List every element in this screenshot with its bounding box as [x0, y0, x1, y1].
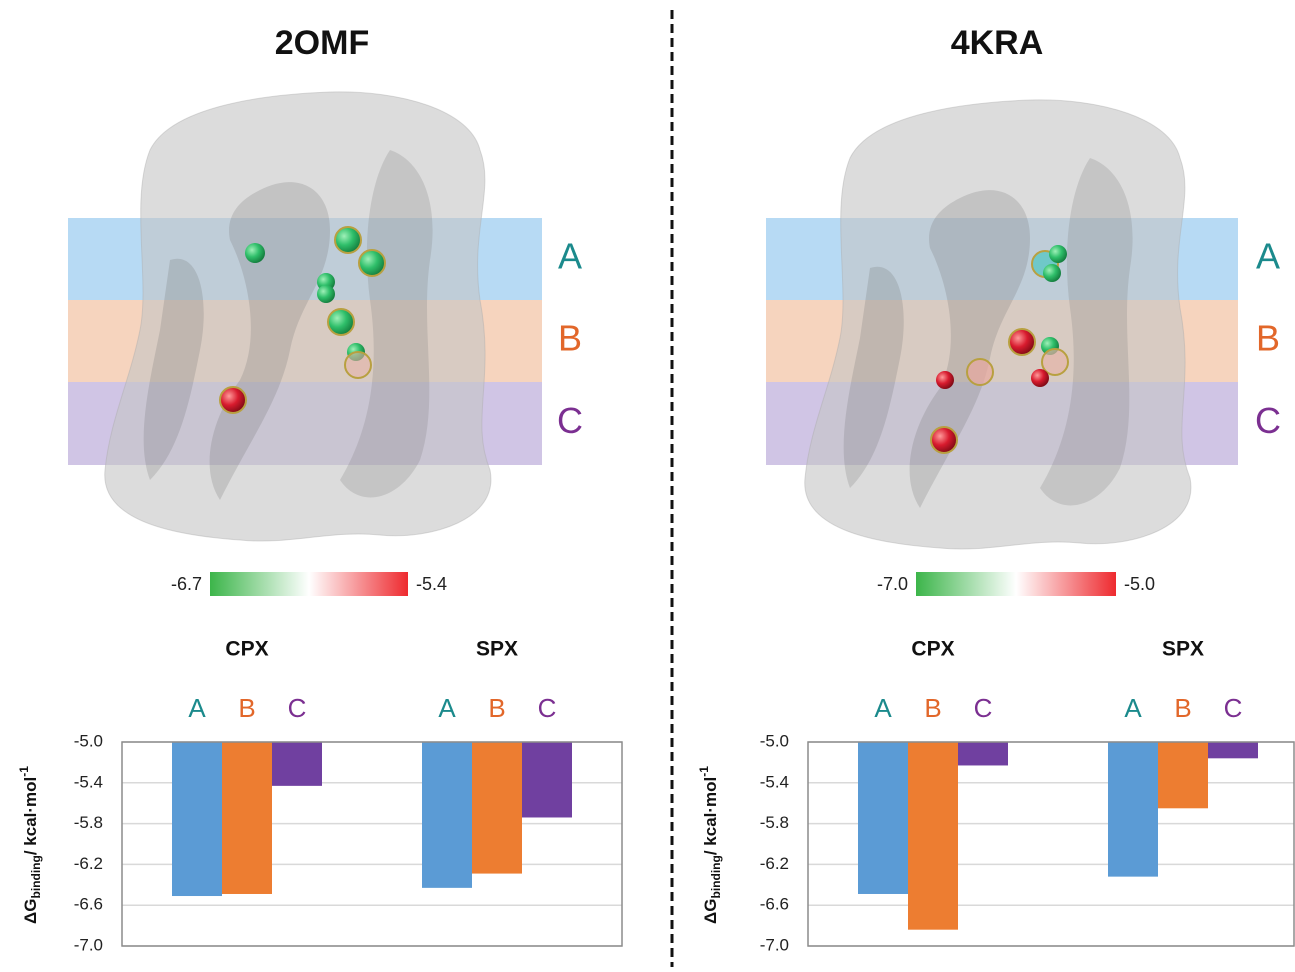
colorbar-min-label: -6.7 — [171, 574, 202, 594]
region-label: B — [558, 318, 582, 359]
y-label-sub: binding — [29, 855, 43, 898]
y-tick-label: -6.2 — [760, 854, 789, 873]
series-label: B — [238, 693, 255, 723]
bar — [422, 742, 472, 888]
y-tick-label: -7.0 — [74, 935, 103, 954]
bar — [172, 742, 222, 897]
series-label: C — [538, 693, 557, 723]
region-label: B — [1256, 318, 1280, 359]
y-tick-label: -5.8 — [74, 813, 103, 832]
y-label-sub: binding — [709, 855, 723, 898]
y-label-unit: / kcal·mol — [701, 777, 720, 855]
y-tick-label: -5.0 — [760, 731, 789, 750]
plot-border — [807, 741, 1295, 947]
series-label: B — [488, 693, 505, 723]
bar — [908, 742, 958, 930]
series-label: A — [188, 693, 206, 723]
region-label: C — [557, 400, 583, 441]
ligand-spheres — [219, 226, 1069, 454]
bar — [1158, 742, 1208, 809]
group-label: SPX — [1162, 638, 1204, 661]
colorbar — [916, 572, 1116, 596]
colorbar — [210, 572, 408, 596]
y-tick-label: -6.2 — [74, 854, 103, 873]
y-tick-label: -6.6 — [760, 895, 789, 914]
y-label-unit: / kcal·mol — [21, 777, 40, 855]
colorbar-max-label: -5.4 — [416, 574, 447, 594]
panel-title: 2OMF — [275, 24, 369, 62]
series-label: A — [1124, 693, 1142, 723]
bar — [472, 742, 522, 874]
series-label: A — [874, 693, 892, 723]
y-tick-label: -6.6 — [74, 895, 103, 914]
bar — [222, 742, 272, 894]
y-label-main: ΔG — [701, 898, 720, 923]
protein-surface — [104, 91, 492, 542]
protein-surface — [804, 99, 1192, 550]
series-label: B — [1174, 693, 1191, 723]
bar — [522, 742, 572, 818]
group-label: CPX — [225, 638, 268, 661]
group-label: SPX — [476, 638, 518, 661]
bar — [958, 742, 1008, 766]
region-label: A — [1256, 236, 1280, 277]
colorbar-max-label: -5.0 — [1124, 574, 1155, 594]
bar — [272, 742, 322, 786]
series-label: C — [1224, 693, 1243, 723]
series-label: B — [924, 693, 941, 723]
bar — [1208, 742, 1258, 759]
y-axis-label: ΔGbinding/ kcal·mol-1 — [17, 766, 43, 924]
plot-border — [121, 741, 623, 947]
y-label-main: ΔG — [21, 898, 40, 923]
series-label: C — [974, 693, 993, 723]
y-tick-label: -7.0 — [760, 935, 789, 954]
colorbar-min-label: -7.0 — [877, 574, 908, 594]
region-label: C — [1255, 400, 1281, 441]
bar — [858, 742, 908, 894]
y-label-sup: -1 — [17, 766, 31, 777]
series-label: A — [438, 693, 456, 723]
bar — [1108, 742, 1158, 877]
region-label: A — [558, 236, 582, 277]
panel-title: 4KRA — [951, 24, 1044, 62]
y-axis-label: ΔGbinding/ kcal·mol-1 — [697, 766, 723, 924]
y-tick-label: -5.8 — [760, 813, 789, 832]
y-tick-label: -5.4 — [760, 772, 789, 791]
y-tick-label: -5.4 — [74, 772, 103, 791]
series-label: C — [288, 693, 307, 723]
y-tick-label: -5.0 — [74, 731, 103, 750]
y-label-sup: -1 — [697, 766, 711, 777]
group-label: CPX — [911, 638, 954, 661]
